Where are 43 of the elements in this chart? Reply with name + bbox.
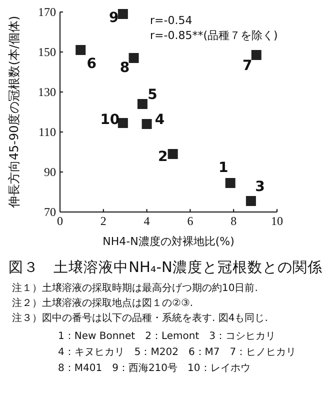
y-tick-label: 90 (44, 165, 56, 179)
point (118, 118, 128, 128)
point (76, 45, 86, 55)
annotation: 5 (148, 87, 158, 103)
text: 1：New Bonnet 2：Lemont 3：コシヒカリ (58, 331, 276, 342)
text: 4：キヌヒカリ 5：M202 6：M7 7：ヒノヒカリ (58, 347, 296, 358)
x-axis-title: NH4-N濃度の対裸地比(%) (102, 235, 234, 248)
annotation: 10 (100, 112, 120, 128)
y-tick-label: 150 (38, 45, 56, 59)
annotation: 6 (86, 56, 96, 72)
text: 注１）土壌溶液の採取時期は最高分げつ期の約10日前. (12, 282, 258, 294)
annotation: r=-0.85**(品種７を除く) (150, 29, 278, 42)
x-tick-label: 8 (230, 214, 237, 228)
y-tick-label: 110 (38, 125, 56, 139)
point (246, 196, 256, 206)
y-tick-label: 70 (44, 205, 56, 219)
x-tick-label: 10 (271, 214, 283, 228)
text: 注３）図中の番号は以下の品種・系統を表す. 図4も同じ. (12, 312, 268, 324)
point (225, 178, 236, 188)
annotation: 8 (120, 60, 130, 76)
x-tick-label: 4 (144, 214, 150, 228)
x-tick-label: 0 (57, 214, 63, 228)
text: 8：M401 9：西海210号 10：レイホウ (58, 362, 250, 374)
x-tick-label: 6 (187, 214, 194, 228)
point (128, 53, 139, 63)
y-tick-label: 170 (38, 5, 56, 19)
annotation: 2 (158, 149, 168, 165)
x-tick-label: 2 (100, 214, 106, 228)
annotation: 4 (154, 112, 165, 128)
point (118, 9, 128, 19)
annotation: 1 (218, 160, 228, 176)
text: 図３ 土壌溶液中NH₄-N濃度と冠根数との関係 (8, 259, 322, 276)
point (137, 99, 148, 109)
annotation: 9 (109, 10, 119, 26)
point (168, 149, 178, 159)
point (142, 119, 152, 129)
annotation: 7 (242, 58, 252, 74)
annotation: r=-0.54 (150, 14, 192, 27)
annotation: 3 (255, 179, 265, 195)
text: 注２）土壌溶液の採取地点は図１の②③. (12, 297, 194, 309)
y-axis-title: 伸長方向45-90度の冠根数(本/個体) (7, 16, 21, 210)
y-tick-label: 130 (38, 85, 56, 99)
point (251, 50, 262, 60)
